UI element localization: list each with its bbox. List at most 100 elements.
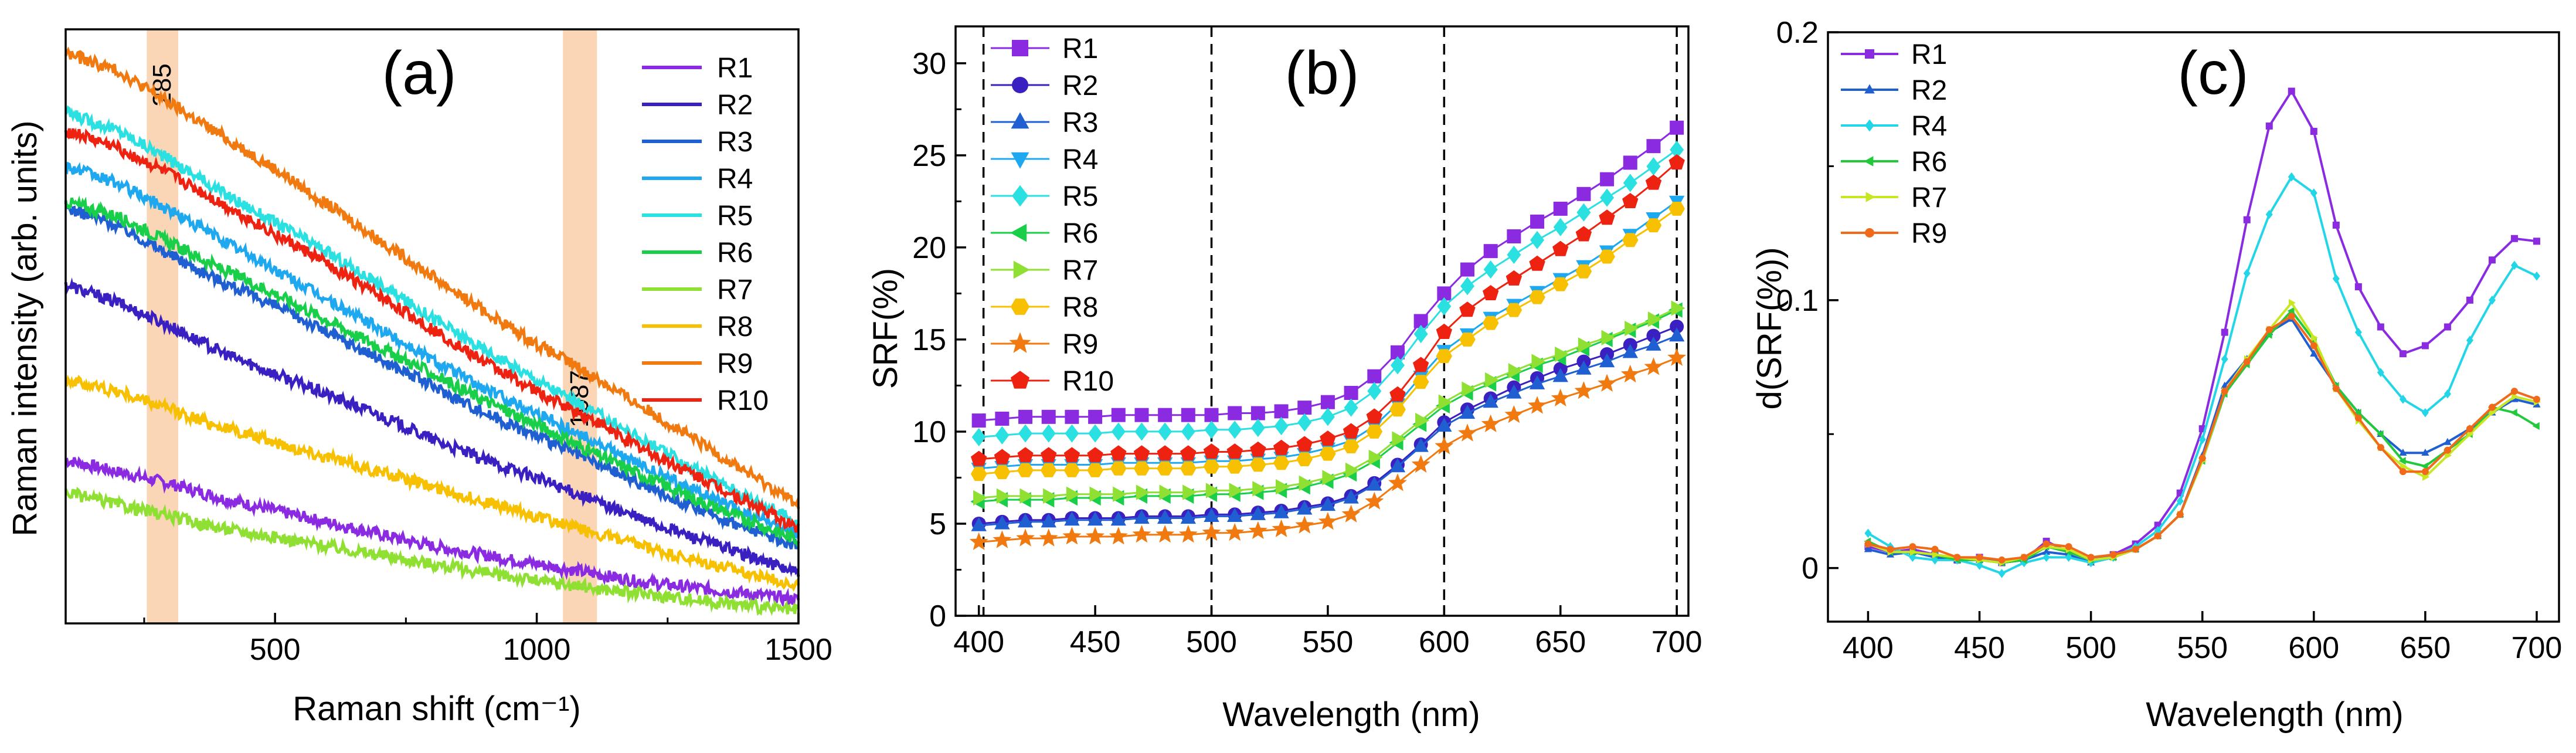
series-line-R7 xyxy=(1867,301,2537,564)
data-point-R1 xyxy=(2421,342,2429,350)
data-point-R10 xyxy=(1180,445,1197,461)
data-point-R9 xyxy=(1272,519,1291,537)
data-point-R3 xyxy=(1204,508,1219,523)
data-point-R2 xyxy=(1646,328,1661,343)
y-tick-label: 0.2 xyxy=(1776,16,1819,50)
data-point-R5 xyxy=(1204,420,1219,439)
panel-b-ylabel: SRF(%) xyxy=(866,268,905,389)
data-point-R7 xyxy=(1043,488,1058,504)
data-point-R4 xyxy=(2354,327,2362,337)
data-point-R9 xyxy=(1864,540,1872,548)
legend-marker-R6 xyxy=(1864,156,1874,167)
x-tick-label: 1000 xyxy=(503,633,571,667)
data-point-R9 xyxy=(969,532,988,550)
data-point-R9 xyxy=(1062,527,1082,545)
data-point-R4 xyxy=(2265,209,2273,219)
series-line-R6 xyxy=(64,195,800,547)
x-tick-label: 500 xyxy=(1186,625,1237,659)
data-point-R3 xyxy=(1576,360,1592,375)
data-point-R9 xyxy=(2265,326,2273,334)
x-tick-label: 400 xyxy=(1843,631,1894,665)
data-point-R9 xyxy=(2488,403,2496,411)
data-point-R9 xyxy=(1458,423,1477,442)
data-point-R8 xyxy=(1226,459,1243,474)
data-point-R9 xyxy=(2087,554,2095,561)
data-point-R1 xyxy=(1158,408,1173,422)
data-point-R8 xyxy=(1668,202,1685,216)
panel-a-xlabel: Raman shift (cm⁻¹) xyxy=(293,690,580,728)
legend-label-R7: R7 xyxy=(1911,182,1947,213)
data-point-R5 xyxy=(1530,230,1545,249)
legend-label-R3: R3 xyxy=(717,127,753,158)
data-point-R7 xyxy=(1182,484,1197,500)
y-tick-label: 5 xyxy=(929,507,946,541)
legend-label-R2: R2 xyxy=(1062,70,1098,101)
data-point-R10 xyxy=(1645,174,1662,190)
axes-frame xyxy=(1827,31,2560,623)
data-point-R8 xyxy=(1157,461,1173,476)
data-point-R9 xyxy=(1365,491,1384,510)
data-point-R8 xyxy=(1575,264,1592,279)
y-tick-label: 0 xyxy=(1802,552,1819,586)
panel-b: (b) Wavelength (nm) SRF(%) 400 450 500 550 6… xyxy=(866,25,1702,734)
data-point-R9 xyxy=(2065,543,2072,551)
data-point-R10 xyxy=(1529,255,1545,271)
data-point-R9 xyxy=(1225,523,1245,541)
data-point-R1 xyxy=(1181,408,1195,422)
legend-label-R1: R1 xyxy=(1911,39,1947,70)
data-point-R7 xyxy=(1415,412,1430,429)
data-point-R1 xyxy=(1367,369,1382,384)
data-point-R9 xyxy=(2221,388,2228,395)
data-point-R8 xyxy=(1250,457,1266,472)
data-point-R9 xyxy=(1598,374,1617,392)
y-tick-label: 20 xyxy=(912,231,946,265)
legend-marker-R4 xyxy=(1865,119,1874,132)
x-tick-label: 600 xyxy=(2288,631,2339,665)
legend-marker-R10 xyxy=(1011,371,1029,389)
data-point-R9 xyxy=(1887,545,1894,553)
data-point-R3 xyxy=(1529,375,1545,389)
data-point-R4 xyxy=(2310,188,2317,198)
data-point-R7 xyxy=(1647,311,1662,327)
panel-c-xlabel: Wavelength (nm) xyxy=(2146,696,2403,734)
series-line-R7 xyxy=(64,486,800,616)
data-point-R9 xyxy=(1931,545,1939,553)
data-point-R2 xyxy=(2421,449,2429,456)
data-point-R3 xyxy=(1483,394,1498,408)
data-point-R8 xyxy=(970,467,987,481)
data-point-R10 xyxy=(1273,439,1290,455)
data-point-R5 xyxy=(1320,408,1335,426)
panel-c-label: (c) xyxy=(2177,39,2248,107)
data-point-R5 xyxy=(1460,277,1475,296)
data-point-R8 xyxy=(1203,459,1220,474)
data-point-R1 xyxy=(2288,87,2295,95)
data-point-R3 xyxy=(1552,368,1568,382)
data-point-R1 xyxy=(1483,244,1498,259)
data-point-R9 xyxy=(1528,396,1547,414)
legend-label-R1: R1 xyxy=(1062,33,1098,65)
data-point-R6 xyxy=(2265,331,2272,339)
data-point-R8 xyxy=(1389,402,1406,417)
data-point-R10 xyxy=(1599,209,1615,225)
legend-label-R5: R5 xyxy=(717,201,753,232)
data-point-R5 xyxy=(1158,422,1173,441)
data-point-R1 xyxy=(1041,409,1056,424)
data-point-R9 xyxy=(2243,358,2251,365)
data-point-R9 xyxy=(1976,554,1983,561)
data-point-R1 xyxy=(1507,229,1521,244)
legend-marker-R8 xyxy=(1010,299,1030,315)
data-point-R8 xyxy=(1552,277,1569,291)
data-point-R8 xyxy=(1599,249,1615,264)
data-point-R2 xyxy=(2310,349,2318,357)
legend-label-R2: R2 xyxy=(717,90,753,121)
data-point-R9 xyxy=(1341,504,1361,523)
legend-marker-R3 xyxy=(1011,112,1029,129)
data-point-R7 xyxy=(2445,452,2452,460)
data-point-R3 xyxy=(1017,513,1034,528)
data-point-R9 xyxy=(2132,545,2139,553)
data-point-R9 xyxy=(1435,436,1454,454)
data-point-R1 xyxy=(2332,221,2340,229)
data-point-R10 xyxy=(1063,447,1080,463)
data-point-R7 xyxy=(1136,484,1150,500)
data-point-R7 xyxy=(1205,483,1220,498)
